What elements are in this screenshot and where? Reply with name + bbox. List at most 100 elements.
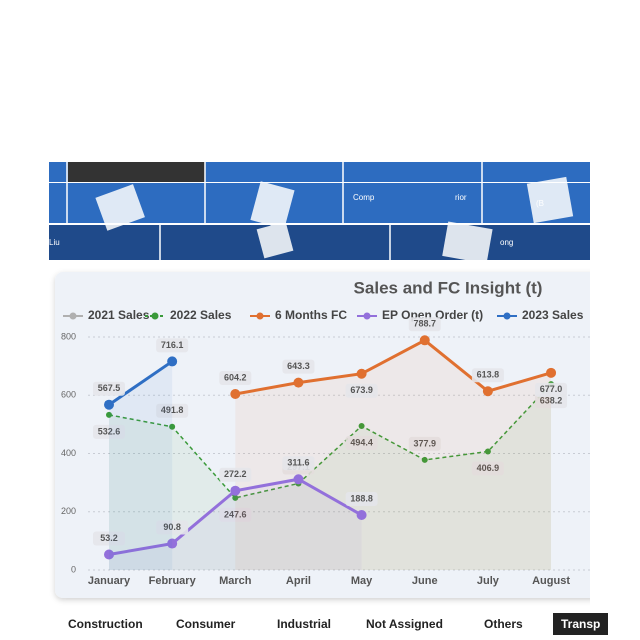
data-label: 272.2 <box>224 469 247 479</box>
x-tick-label: May <box>351 575 373 587</box>
data-point <box>293 474 304 485</box>
data-point <box>293 377 304 388</box>
data-label-bg <box>93 424 125 439</box>
data-label: 638.2 <box>540 395 563 405</box>
series-area <box>109 361 173 570</box>
data-label: 188.8 <box>350 493 373 503</box>
header-band: Comp rior (B Liu ong <box>49 162 590 264</box>
tab[interactable]: Consumer <box>176 617 236 631</box>
legend-item: 2023 Sales <box>497 308 584 322</box>
data-point <box>482 386 493 397</box>
data-label-bg <box>282 359 315 374</box>
header-text: Liu <box>49 238 60 247</box>
data-label-bg <box>471 461 504 476</box>
data-label: 716.1 <box>161 340 184 350</box>
data-label-bg <box>93 531 125 546</box>
data-point <box>358 423 365 430</box>
data-label-bg <box>156 338 189 353</box>
data-label-bg <box>219 467 252 482</box>
header-row <box>49 225 590 260</box>
data-label: 643.3 <box>287 361 310 371</box>
legend-dot <box>69 312 77 320</box>
data-label: 604.2 <box>224 372 247 382</box>
data-label-bg <box>345 492 378 507</box>
data-label: 613.8 <box>477 370 500 380</box>
header-cell <box>68 162 205 182</box>
data-label-bg <box>345 383 378 398</box>
data-label-bg <box>535 382 568 397</box>
data-label-bg <box>471 368 504 383</box>
legend-label: EP Open Order (t) <box>382 308 483 322</box>
data-label-bg <box>156 520 189 535</box>
chart-title: Sales and FC Insight (t) <box>354 278 543 297</box>
data-label-bg <box>345 436 378 451</box>
legend-label: 2022 Sales <box>170 308 232 322</box>
header-text: ong <box>500 238 513 247</box>
data-label: 377.9 <box>413 438 436 448</box>
y-tick-label: 800 <box>61 331 76 341</box>
tab[interactable]: Others <box>484 617 523 631</box>
legend-label: 2021 Sales <box>88 308 150 322</box>
series-area <box>235 340 552 570</box>
legend-dot <box>363 312 371 320</box>
tab[interactable]: Not Assigned <box>366 617 443 631</box>
chart: Sales and FC Insight (t) 0 200 400 600 800 Ja… <box>55 272 590 598</box>
data-label-bg <box>219 507 252 522</box>
x-tick-label: February <box>149 575 197 587</box>
data-label: 532.6 <box>98 426 121 436</box>
data-label: 90.8 <box>163 522 181 532</box>
tab[interactable]: Construction <box>68 617 143 631</box>
data-label: 406.9 <box>477 463 500 473</box>
y-tick-label: 600 <box>61 390 76 400</box>
data-point <box>104 549 114 560</box>
legend-item: 2021 Sales <box>63 308 150 322</box>
tab[interactable]: Industrial <box>277 617 332 631</box>
data-point <box>169 423 176 430</box>
data-point <box>104 399 114 410</box>
x-tick-label: July <box>477 575 500 587</box>
series-area <box>109 384 552 570</box>
legend-item: 6 Months FC <box>250 308 347 322</box>
legend-dot <box>256 312 264 320</box>
data-label-bg <box>282 456 315 471</box>
y-tick-label: 200 <box>61 506 76 516</box>
tab[interactable]: Transp <box>553 613 609 635</box>
data-point <box>167 356 178 367</box>
data-label-bg <box>156 403 189 418</box>
overlay-tiles <box>95 176 574 264</box>
data-point <box>546 367 557 378</box>
data-label: 788.7 <box>413 319 436 329</box>
legend-label: 6 Months FC <box>275 308 347 322</box>
data-label-bg <box>535 394 568 409</box>
data-label: 491.8 <box>161 405 184 415</box>
data-point <box>232 494 239 501</box>
data-label: 494.4 <box>350 437 373 447</box>
header-dividers <box>66 162 483 260</box>
x-tick-label: August <box>532 575 570 587</box>
legend-item: 2022 Sales <box>145 308 232 322</box>
data-point <box>230 389 241 400</box>
legend-dot <box>503 312 511 320</box>
chart-card <box>55 272 590 598</box>
data-point <box>356 368 367 379</box>
legend-item: EP Open Order (t) <box>357 308 483 322</box>
data-point <box>356 510 367 521</box>
data-point <box>419 335 430 346</box>
series-line <box>108 383 552 499</box>
x-tick-label: April <box>286 575 311 587</box>
x-tick-label: March <box>219 575 252 587</box>
data-label: 311.6 <box>287 458 309 468</box>
legend-dot <box>151 312 159 320</box>
data-label-bg <box>408 436 441 451</box>
x-tick-label: January <box>88 575 131 587</box>
data-point <box>230 485 241 496</box>
data-label: 673.9 <box>350 385 373 395</box>
y-tick-label: 0 <box>71 564 76 574</box>
data-label-bg <box>408 317 441 332</box>
data-label: 567.5 <box>98 383 121 393</box>
data-label: 53.2 <box>100 533 118 543</box>
header-text: (B <box>536 199 544 208</box>
header-text: rior <box>455 193 467 202</box>
legend-label: 2023 Sales <box>522 308 584 322</box>
